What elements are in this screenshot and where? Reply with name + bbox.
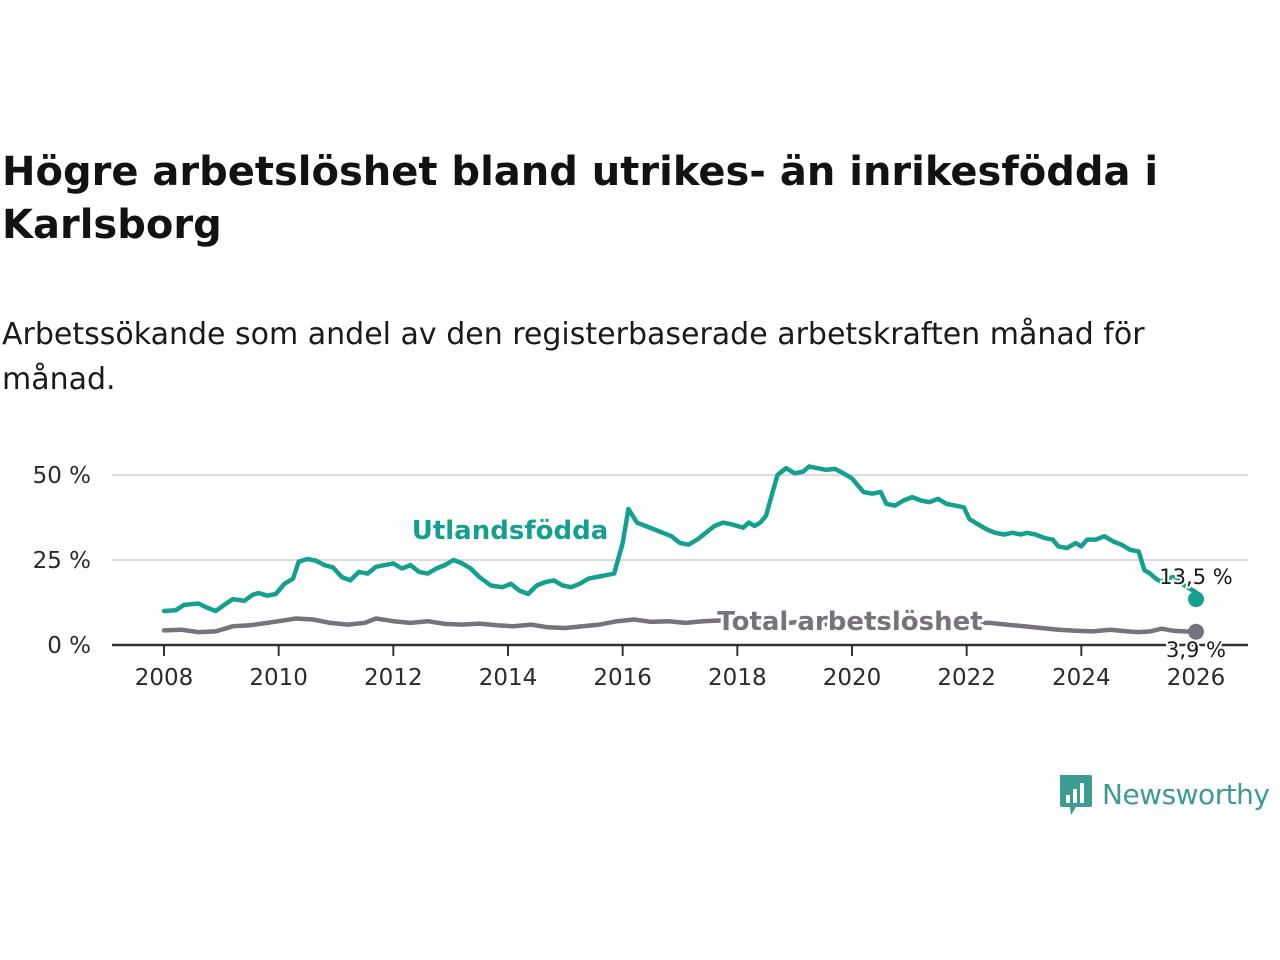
y-tick-label: 25 % <box>33 548 91 574</box>
series-end-label: 3,9 % <box>1166 638 1226 662</box>
y-axis: 0 % 25 % 50 % <box>33 463 91 659</box>
series-line-1 <box>161 613 1199 635</box>
series-end-label: 13,5 % <box>1159 565 1232 589</box>
x-tick-label: 2008 <box>135 665 194 691</box>
series-name-label: Total arbetslöshet <box>717 607 982 637</box>
x-axis: 2008 2010 2012 2014 2016 2018 2020 2022 2024 2026 <box>112 643 1248 691</box>
x-tick-label: 2024 <box>1052 665 1111 691</box>
series-group <box>161 464 1204 640</box>
line-chart: 0 % 25 % 50 % 2008 2010 2012 2014 2016 2018 2020… <box>33 463 1248 691</box>
y-tick-label: 0 % <box>47 633 91 659</box>
chart-title: Högre arbetslöshet bland utrikes- än inr… <box>2 149 1159 248</box>
x-tick-label: 2014 <box>479 665 538 691</box>
series-labels: Utlandsfödda Total arbetslöshet 13,5 % 3,9 … <box>409 513 1235 664</box>
x-tick-label: 2022 <box>937 665 996 691</box>
series-name-label: Utlandsfödda <box>412 516 609 546</box>
grid-lines <box>112 474 1248 561</box>
x-tick-label: 2020 <box>823 665 882 691</box>
series-line-0 <box>161 464 1199 614</box>
newsworthy-icon <box>1060 775 1092 815</box>
x-tick-label: 2010 <box>249 665 308 691</box>
series-end-point-0 <box>1188 591 1204 608</box>
chart-subtitle: Arbetssökande som andel av den registerb… <box>2 317 1145 397</box>
y-tick-label: 50 % <box>33 463 91 489</box>
newsworthy-logo: Newsworthy <box>1058 770 1270 818</box>
x-tick-label: 2018 <box>708 665 767 691</box>
x-tick-label: 2026 <box>1167 665 1226 691</box>
series-end-point-1 <box>1188 623 1204 640</box>
x-tick-label: 2012 <box>364 665 423 691</box>
x-tick-label: 2016 <box>593 665 652 691</box>
brand-name: Newsworthy <box>1102 777 1270 811</box>
